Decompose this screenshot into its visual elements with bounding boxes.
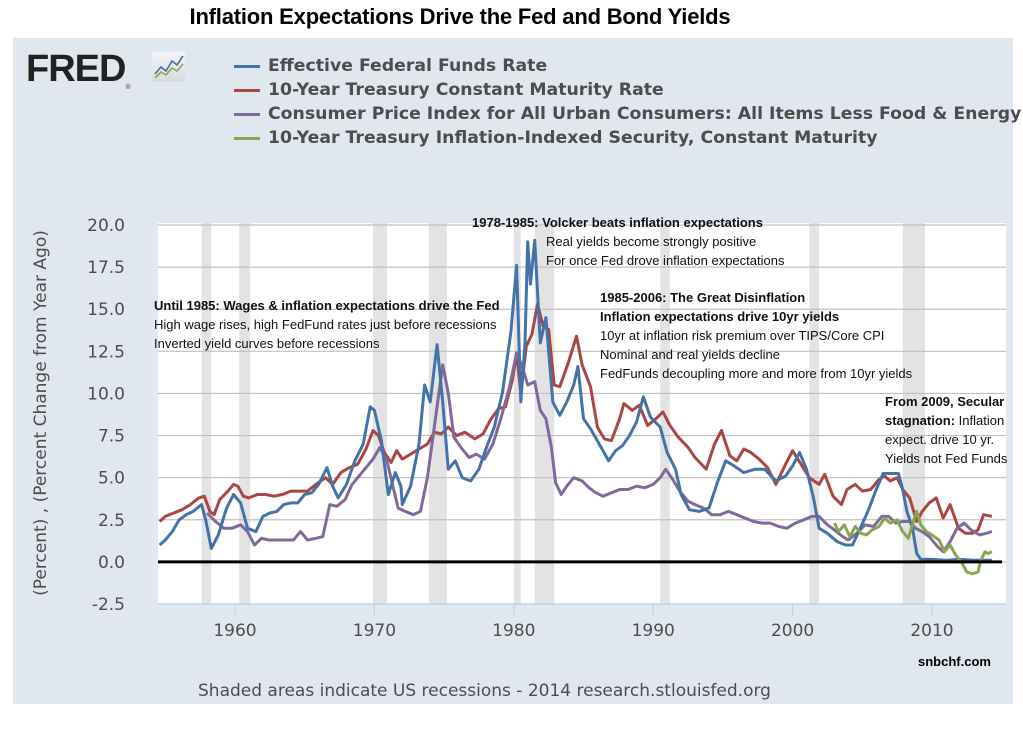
y-tick-label: 12.5 [87,342,125,362]
legend-swatch [234,137,260,140]
recession-band [513,223,521,604]
y-tick-label: 5.0 [98,469,125,489]
annotation-line: FedFunds decoupling more and more from 1… [600,366,913,381]
legend-label: 10-Year Treasury Constant Maturity Rate [268,80,664,100]
annotation-until-1985: Until 1985: Wages & inflation expectatio… [154,296,500,353]
annotation-line: High wage rises, high FedFund rates just… [154,317,497,332]
annotation-subtitle: Inflation expectations drive 10yr yields [600,309,840,324]
recession-band [201,223,212,604]
legend-label: Effective Federal Funds Rate [268,56,548,76]
series-lines [158,238,993,576]
y-tick-label: 10.0 [87,384,125,404]
annotation-disinflation: 1985-2006: The Great Disinflation Inflat… [600,288,912,383]
x-tick-label: 1960 [213,621,256,641]
axes: -2.5 0.0 2.5 5.0 7.5 10.0 12.5 15.0 17.5 20.0 1960… [87,216,1006,641]
recession-band [809,223,820,604]
y-tick-label: 2.5 [98,511,125,531]
annotation-line: Yields not Fed Funds [885,451,1008,466]
fred-logo[interactable]: FRED® [26,48,131,91]
recession-band [902,223,926,604]
annotation-title: 1978-1985: Volcker beats inflation expec… [472,215,763,230]
x-tick-label: 1980 [492,621,535,641]
annotation-title: stagnation: [885,413,956,428]
x-tick-label: 2000 [771,621,814,641]
series-line [158,302,993,535]
credit-text: snbchf.com [918,654,991,669]
legend-swatch [234,89,260,92]
legend-item[interactable]: 10-Year Treasury Inflation-Indexed Secur… [234,126,1021,150]
series-line [158,238,992,562]
annotation-line: Real yields become strongly positive [546,234,757,249]
y-tick-label: 0.0 [98,553,125,573]
legend-item[interactable]: Effective Federal Funds Rate [234,54,1021,78]
annotation-line: For once Fed drove inflation expectation… [546,253,785,268]
annotation-title: 1985-2006: The Great Disinflation [600,290,806,305]
annotation-line: 10yr at inflation risk premium over TIPS… [600,328,885,343]
series-line [206,351,993,554]
annotation-text: Inflation [955,413,1005,428]
annotation-volcker: 1978-1985: Volcker beats inflation expec… [472,213,784,270]
y-tick-label: 20.0 [87,216,125,236]
source-note[interactable]: Shaded areas indicate US recessions - 20… [198,681,771,701]
annotation-secular-stagnation: From 2009, Secular stagnation: Inflation… [885,392,1007,468]
chart-line-icon [152,52,185,82]
legend-label: Consumer Price Index for All Urban Consu… [268,104,1022,124]
y-axis-label: (Percent) , (Percent Change from Year Ag… [31,230,51,596]
annotation-title: Until 1985: Wages & inflation expectatio… [154,298,500,313]
annotation-line: Nominal and real yields decline [600,347,780,362]
legend-swatch [234,113,260,116]
y-tick-label: 15.0 [87,300,125,320]
legend-item[interactable]: Consumer Price Index for All Urban Consu… [234,102,1021,126]
headline: Inflation Expectations Drive the Fed and… [189,4,731,29]
x-tick-label: 1990 [632,621,675,641]
recession-band [373,223,387,604]
y-tick-label: -2.5 [92,595,125,615]
legend-label: 10-Year Treasury Inflation-Indexed Secur… [268,128,878,148]
x-tick-label: 2010 [910,621,953,641]
recession-band [239,223,251,604]
annotation-line: Inverted yield curves before recessions [154,336,380,351]
series-line [833,509,993,576]
x-tick-label: 1970 [353,621,396,641]
recession-band [428,223,447,604]
y-tick-label: 7.5 [98,427,125,447]
legend: Effective Federal Funds Rate 10-Year Trea… [234,54,1021,150]
legend-item[interactable]: 10-Year Treasury Constant Maturity Rate [234,78,1021,102]
registered-mark: ® [125,84,130,91]
fred-logo-text: FRED [26,48,126,90]
annotation-title: From 2009, Secular [885,394,1005,409]
legend-swatch [234,65,260,68]
y-tick-label: 17.5 [87,258,125,278]
recession-bands [201,223,926,604]
annotation-line: expect. drive 10 yr. [885,432,995,447]
